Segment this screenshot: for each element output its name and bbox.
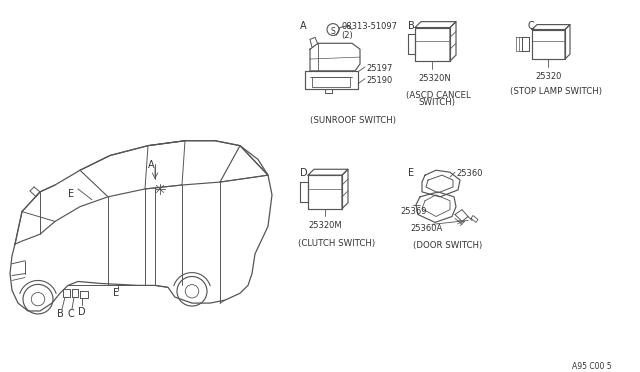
Text: 25320N: 25320N (418, 74, 451, 83)
Text: 25320M: 25320M (308, 221, 342, 230)
Text: C: C (528, 21, 535, 31)
Text: E: E (113, 288, 119, 298)
Text: 25190: 25190 (366, 76, 392, 85)
Text: 25360: 25360 (456, 169, 483, 178)
Text: D: D (78, 307, 86, 317)
Text: A95 C00 5: A95 C00 5 (572, 362, 612, 371)
Text: E: E (408, 168, 414, 178)
Text: B: B (57, 309, 64, 319)
Text: C: C (67, 309, 74, 319)
Text: 25360A: 25360A (410, 224, 442, 233)
Text: (STOP LAMP SWITCH): (STOP LAMP SWITCH) (510, 87, 602, 96)
Text: 08313-51097: 08313-51097 (341, 22, 397, 31)
Text: 25197: 25197 (366, 64, 392, 73)
Text: B: B (408, 21, 415, 31)
Text: D: D (300, 168, 308, 178)
Text: (2): (2) (341, 32, 353, 41)
Text: (DOOR SWITCH): (DOOR SWITCH) (413, 241, 483, 250)
Text: A: A (148, 160, 155, 170)
Text: 25369: 25369 (400, 207, 426, 216)
Text: S: S (331, 27, 335, 36)
Text: 25320: 25320 (535, 72, 561, 81)
Text: SWITCH): SWITCH) (418, 99, 455, 108)
Text: (SUNROOF SWITCH): (SUNROOF SWITCH) (310, 116, 396, 125)
Text: (CLUTCH SWITCH): (CLUTCH SWITCH) (298, 239, 375, 248)
Text: E: E (68, 189, 74, 199)
Text: (ASCD CANCEL: (ASCD CANCEL (406, 90, 471, 100)
Text: A: A (300, 21, 307, 31)
